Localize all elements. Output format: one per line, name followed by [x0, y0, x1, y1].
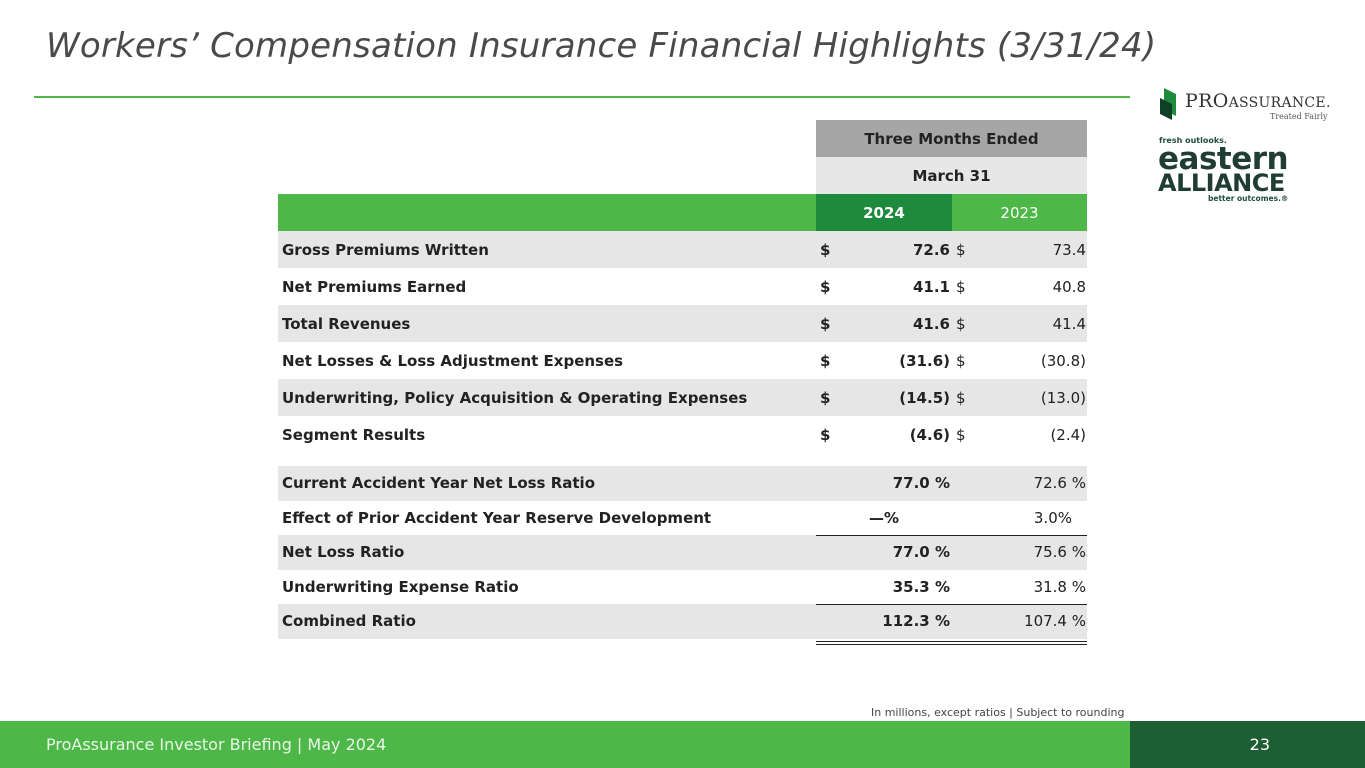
ratio-row: Underwriting Expense Ratio 35.3 % 31.8 %: [278, 570, 1087, 605]
ratio-2023: 72.6 %: [1033, 474, 1086, 493]
value-2024: 72.6: [912, 240, 950, 259]
ratio-2023: 31.8 %: [1033, 577, 1086, 596]
value-2024: (31.6): [899, 351, 950, 370]
ratio-2024: —%: [868, 508, 900, 527]
double-underline: [816, 640, 1087, 645]
proassurance-assurance: ASSURANCE: [1228, 95, 1326, 111]
row-label: Net Losses & Loss Adjustment Expenses: [282, 351, 624, 370]
ratio-label: Current Accident Year Net Loss Ratio: [282, 474, 595, 493]
ratio-2023: 3.0%: [1033, 508, 1072, 527]
value-2023: (13.0): [1040, 388, 1086, 407]
table-row: Net Losses & Loss Adjustment Expenses $ …: [278, 342, 1087, 379]
row-label: Net Premiums Earned: [282, 277, 467, 296]
row-label: Underwriting, Policy Acquisition & Opera…: [282, 388, 748, 407]
header-row-years: 2024 2023: [278, 194, 1087, 231]
footer-text: ProAssurance Investor Briefing | May 202…: [46, 735, 387, 754]
title-divider: [34, 96, 1130, 98]
eastern-alliance-logo: fresh outlooks. eastern ALLIANCE better …: [1158, 136, 1298, 208]
proassurance-pro: PRO: [1185, 90, 1229, 112]
ea-alliance: ALLIANCE: [1158, 169, 1285, 197]
ratio-label: Effect of Prior Accident Year Reserve De…: [282, 508, 712, 527]
ratio-2024: 112.3 %: [882, 612, 950, 631]
column-2023: 2023: [1000, 203, 1039, 222]
ratio-row: Combined Ratio 112.3 % 107.4 %: [278, 604, 1087, 645]
table-row: Total Revenues $ 41.6 $ 41.4: [278, 305, 1087, 342]
ratio-2024: 77.0 %: [892, 474, 950, 493]
proassurance-tagline: Treated Fairly: [1270, 112, 1328, 121]
value-2024: 41.1: [912, 277, 950, 296]
value-2024: 41.6: [912, 314, 950, 333]
table-row: Gross Premiums Written $ 72.6 $ 73.4: [278, 231, 1087, 268]
table-row: Segment Results $ (4.6) $ (2.4): [278, 416, 1087, 453]
ratio-label: Underwriting Expense Ratio: [282, 577, 519, 596]
ratio-row: Net Loss Ratio 77.0 % 75.6 %: [278, 535, 1087, 570]
ratio-2023: 75.6 %: [1033, 543, 1086, 562]
value-2023: 41.4: [1052, 314, 1086, 333]
header-date: March 31: [912, 166, 991, 185]
row-label: Gross Premiums Written: [282, 240, 489, 259]
value-2023: 40.8: [1052, 277, 1086, 296]
value-2024: (4.6): [909, 425, 950, 444]
table-row: Underwriting, Policy Acquisition & Opera…: [278, 379, 1087, 416]
header-row-date: March 31: [278, 157, 1087, 194]
value-2024: (14.5): [899, 388, 950, 407]
ratio-row: Current Accident Year Net Loss Ratio 77.…: [278, 466, 1087, 501]
value-2023: (2.4): [1050, 425, 1086, 444]
page-number: 23: [1249, 735, 1270, 754]
value-2023: 73.4: [1052, 240, 1086, 259]
footer-bar: ProAssurance Investor Briefing | May 202…: [0, 721, 1365, 768]
ratio-row: Effect of Prior Accident Year Reserve De…: [278, 501, 1087, 536]
header-period: Three Months Ended: [864, 129, 1039, 148]
proassurance-logo: PROASSURANCE. Treated Fairly: [1158, 86, 1338, 126]
value-2023: (30.8): [1040, 351, 1086, 370]
financial-highlights-table: Three Months Ended March 31 2024 2023 Gr…: [278, 120, 1087, 645]
ea-tagline-bottom: better outcomes.®: [1208, 194, 1289, 203]
ea-tagline-top: fresh outlooks.: [1159, 136, 1227, 145]
column-2024: 2024: [816, 194, 952, 231]
page-title: Workers’ Compensation Insurance Financia…: [46, 26, 1157, 66]
ratio-2024: 35.3 %: [892, 577, 950, 596]
proassurance-leaf-icon: [1160, 88, 1176, 120]
ratio-2024: 77.0 %: [892, 543, 950, 562]
ea-eastern: eastern: [1158, 141, 1289, 177]
header-row-period: Three Months Ended: [278, 120, 1087, 157]
table-row: Net Premiums Earned $ 41.1 $ 40.8: [278, 268, 1087, 305]
ratio-label: Net Loss Ratio: [282, 543, 405, 562]
row-label: Total Revenues: [282, 314, 411, 333]
footnote: In millions, except ratios | Subject to …: [871, 706, 1125, 719]
row-label: Segment Results: [282, 425, 426, 444]
ratio-2023: 107.4 %: [1024, 612, 1086, 631]
ratio-label: Combined Ratio: [282, 612, 416, 631]
